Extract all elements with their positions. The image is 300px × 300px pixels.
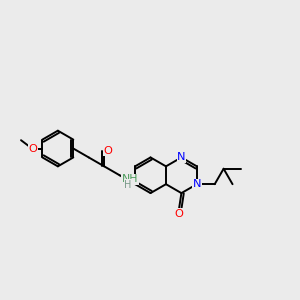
Text: H: H	[124, 180, 132, 190]
Text: N: N	[193, 179, 201, 189]
Text: O: O	[175, 208, 184, 218]
Text: O: O	[29, 143, 38, 154]
Text: NH: NH	[122, 174, 139, 184]
Text: N: N	[177, 152, 186, 162]
Text: O: O	[103, 146, 112, 156]
